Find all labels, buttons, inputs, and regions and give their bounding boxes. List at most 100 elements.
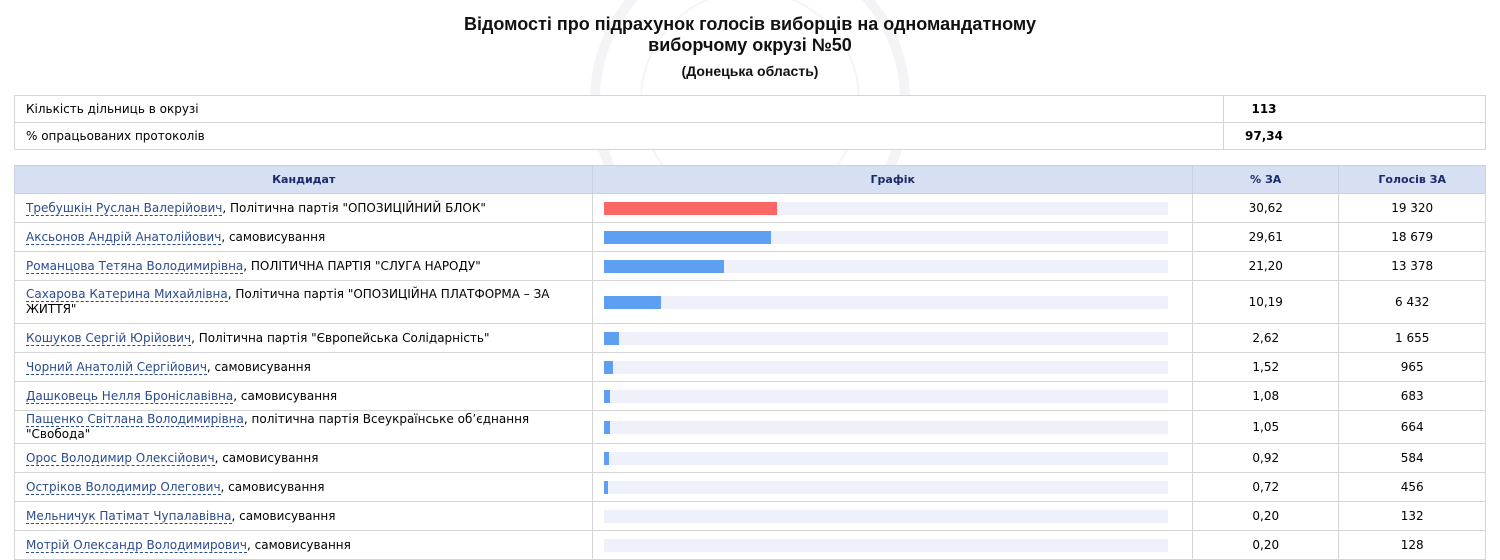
votes-cell: 965 [1338, 352, 1486, 382]
vote-bar-track [604, 295, 1169, 309]
table-row: Орос Володимир Олексійович, самовисуванн… [13, 443, 1486, 473]
vote-bar-track [604, 360, 1169, 374]
candidate-name-link[interactable]: Остріков Володимир Олегович [26, 479, 221, 495]
table-row: Дашковець Нелля Броніславівна, самовисув… [13, 381, 1486, 411]
candidate-name-link[interactable]: Дашковець Нелля Броніславівна [26, 388, 234, 404]
candidate-name-link[interactable]: Требушкін Руслан Валерійович [26, 200, 223, 216]
candidate-cell: Аксьонов Андрій Анатолійович, самовисува… [13, 222, 594, 252]
page-header: Відомості про підрахунок голосів виборці… [0, 0, 1500, 79]
pct-cell: 0,92 [1192, 443, 1340, 473]
graph-cell [592, 501, 1194, 531]
table-row: Аксьонов Андрій Анатолійович, самовисува… [13, 222, 1486, 252]
candidate-name-link[interactable]: Кошуков Сергій Юрійович [26, 330, 192, 346]
stats-row-protocols: % опрацьованих протоколів 97,34 [14, 122, 1486, 150]
candidate-cell: Требушкін Руслан Валерійович, Політична … [13, 193, 594, 223]
candidate-name-link[interactable]: Пащенко Світлана Володимирівна [26, 412, 244, 427]
candidate-cell: Орос Володимир Олексійович, самовисуванн… [13, 443, 594, 473]
votes-cell: 18 679 [1338, 222, 1486, 252]
region-subtitle: (Донецька область) [681, 63, 819, 79]
candidate-party: , самовисування [233, 388, 338, 403]
candidate-name-link[interactable]: Мотрій Олександр Володимирович [26, 537, 247, 553]
pct-cell: 1,52 [1192, 352, 1340, 382]
pct-cell: 2,62 [1192, 323, 1340, 353]
stats-value: 113 [1251, 102, 1277, 116]
candidate-cell: Пащенко Світлана Володимирівна, політичн… [13, 410, 594, 444]
table-row: Мотрій Олександр Володимирович, самовису… [13, 530, 1486, 560]
graph-cell [592, 323, 1194, 353]
candidate-party: , Політична партія "ОПОЗИЦІЙНИЙ БЛОК" [222, 200, 486, 215]
candidate-party: , ПОЛІТИЧНА ПАРТІЯ "СЛУГА НАРОДУ" [243, 258, 481, 273]
candidate-cell: Остріков Володимир Олегович, самовисуван… [13, 472, 594, 502]
pct-cell: 30,62 [1192, 193, 1340, 223]
graph-cell [592, 352, 1194, 382]
vote-bar-track [604, 331, 1169, 345]
candidate-name-link[interactable]: Мельничук Патімат Чупалавівна [26, 508, 232, 524]
votes-cell: 13 378 [1338, 251, 1486, 281]
table-row: Романцова Тетяна Володимирівна, ПОЛІТИЧН… [13, 251, 1486, 281]
candidate-cell: Романцова Тетяна Володимирівна, ПОЛІТИЧН… [13, 251, 594, 281]
graph-cell [592, 193, 1194, 223]
graph-cell [592, 381, 1194, 411]
candidate-party: , самовисування [221, 229, 326, 244]
vote-bar-track [604, 389, 1169, 403]
vote-bar [604, 295, 662, 309]
table-row: Чорний Анатолій Сергійович, самовисуванн… [13, 352, 1486, 382]
stats-row-stations: Кількість дільниць в окрузі 113 [14, 95, 1486, 123]
candidate-cell: Мельничук Патімат Чупалавівна, самовисув… [13, 501, 594, 531]
graph-cell [592, 472, 1194, 502]
candidate-name-link[interactable]: Аксьонов Андрій Анатолійович [26, 229, 222, 245]
votes-cell: 6 432 [1338, 280, 1486, 324]
vote-bar-track [604, 538, 1169, 552]
candidate-name-link[interactable]: Сахарова Катерина Михайлівна [26, 287, 228, 302]
vote-bar-track [604, 259, 1169, 273]
votes-cell: 664 [1338, 410, 1486, 444]
pct-cell: 1,05 [1192, 410, 1340, 444]
pct-cell: 0,20 [1192, 530, 1340, 560]
votes-cell: 132 [1338, 501, 1486, 531]
pct-cell: 0,72 [1192, 472, 1340, 502]
candidate-cell: Сахарова Катерина Михайлівна, Політична … [13, 280, 594, 324]
stats-value: 97,34 [1245, 129, 1283, 143]
candidate-cell: Чорний Анатолій Сергійович, самовисуванн… [13, 352, 594, 382]
stats-label: % опрацьованих протоколів [14, 122, 1224, 150]
candidate-party: , самовисування [220, 479, 325, 494]
candidate-party: , Політична партія "ОПОЗИЦІЙНА ПЛАТФОРМА… [26, 287, 550, 316]
candidate-name-link[interactable]: Чорний Анатолій Сергійович [26, 359, 207, 375]
candidate-cell: Кошуков Сергій Юрійович, Політична парті… [13, 323, 594, 353]
vote-bar [604, 230, 772, 244]
vote-bar-track [604, 509, 1169, 523]
pct-cell: 1,08 [1192, 381, 1340, 411]
col-header-graph: Графік [592, 165, 1194, 194]
candidate-cell: Дашковець Нелля Броніславівна, самовисув… [13, 381, 594, 411]
col-header-votes: Голосів ЗА [1338, 165, 1486, 194]
col-header-candidate: Кандидат [13, 165, 594, 194]
candidate-party: , Політична партія "Європейська Солідарн… [191, 330, 490, 345]
votes-cell: 683 [1338, 381, 1486, 411]
graph-cell [592, 222, 1194, 252]
vote-bar [604, 201, 778, 215]
vote-bar-track [604, 451, 1169, 465]
graph-cell [592, 410, 1194, 444]
results-table: Кандидат Графік % ЗА Голосів ЗА Требушкі… [13, 165, 1486, 560]
graph-cell [592, 530, 1194, 560]
table-row: Требушкін Руслан Валерійович, Політична … [13, 193, 1486, 223]
table-row: Мельничук Патімат Чупалавівна, самовисув… [13, 501, 1486, 531]
vote-bar [604, 259, 725, 273]
table-row: Остріков Володимир Олегович, самовисуван… [13, 472, 1486, 502]
vote-bar-track [604, 420, 1169, 434]
candidate-name-link[interactable]: Романцова Тетяна Володимирівна [26, 258, 244, 274]
vote-bar [604, 360, 614, 374]
vote-bar [604, 389, 611, 403]
results-header-row: Кандидат Графік % ЗА Голосів ЗА [13, 165, 1486, 194]
graph-cell [592, 251, 1194, 281]
table-row: Пащенко Світлана Володимирівна, політичн… [13, 410, 1486, 444]
candidate-party: , самовисування [246, 537, 351, 552]
candidate-party: , самовисування [231, 508, 336, 523]
candidate-name-link[interactable]: Орос Володимир Олексійович [26, 450, 215, 466]
vote-bar [604, 331, 620, 345]
vote-bar [604, 480, 609, 494]
district-stats-table: Кількість дільниць в окрузі 113 % опраць… [14, 95, 1486, 150]
votes-cell: 1 655 [1338, 323, 1486, 353]
votes-cell: 584 [1338, 443, 1486, 473]
votes-cell: 456 [1338, 472, 1486, 502]
